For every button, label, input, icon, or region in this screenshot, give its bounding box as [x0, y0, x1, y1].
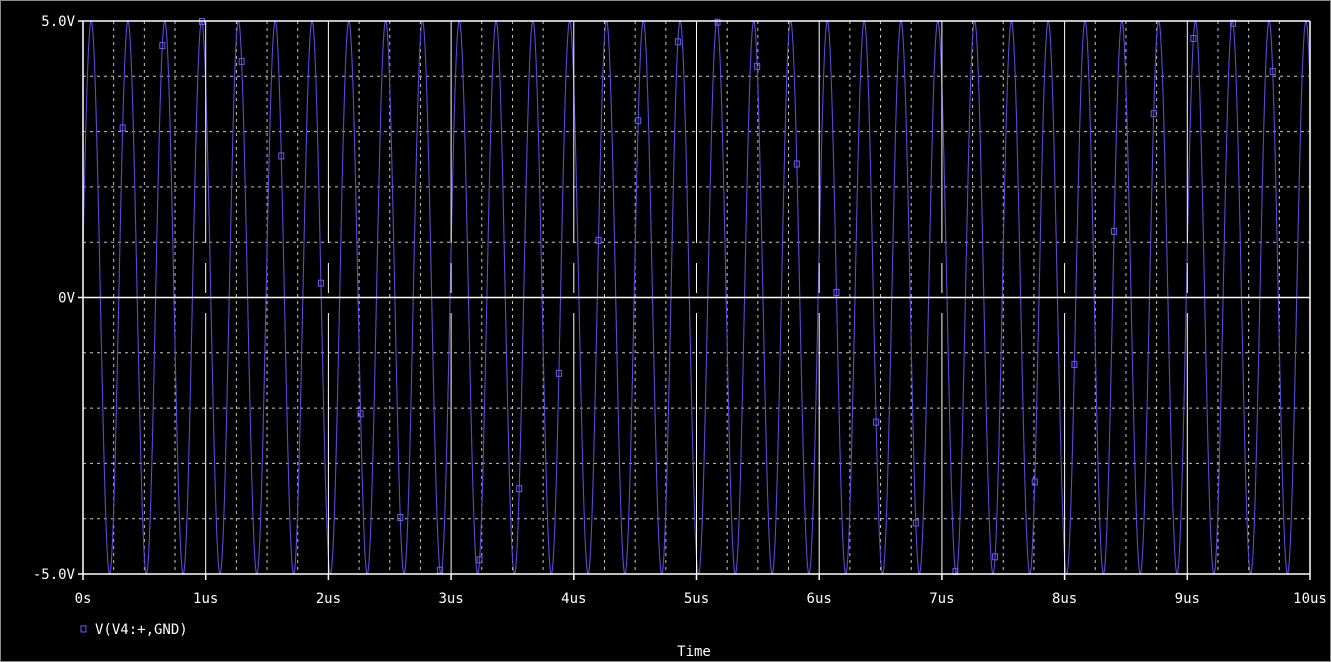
legend-marker-square	[80, 625, 87, 633]
x-tick-label: 6us	[807, 591, 832, 607]
x-tick-label: 3us	[438, 591, 463, 607]
y-tick-label: -5.0V	[33, 567, 76, 583]
series-point-marker	[159, 42, 166, 50]
series-point-marker	[992, 553, 999, 561]
series-point-marker	[278, 152, 285, 160]
x-tick-label: 10us	[1293, 591, 1327, 607]
series-point-marker	[516, 485, 523, 493]
x-tick-label: 5us	[684, 591, 709, 607]
series-point-marker	[555, 369, 562, 377]
series-point-marker	[754, 62, 761, 70]
series-point-marker	[1269, 68, 1276, 76]
series-point-marker	[119, 124, 126, 132]
series-point-marker	[1071, 360, 1078, 368]
x-axis-title: Time	[677, 644, 711, 660]
y-tick-label: 5.0V	[41, 14, 75, 30]
series-point-marker	[912, 519, 919, 527]
legend-label: V(V4:+,GND)	[95, 622, 188, 638]
series-point-marker	[1150, 110, 1157, 118]
series-point-marker	[635, 117, 642, 125]
x-tick-label: 2us	[316, 591, 341, 607]
series-point-marker	[1190, 34, 1197, 42]
x-tick-label: 7us	[929, 591, 954, 607]
x-tick-label: 9us	[1175, 591, 1200, 607]
series-point-marker	[357, 410, 364, 418]
series-point-marker	[317, 279, 324, 287]
legend: V(V4:+,GND)	[80, 622, 188, 638]
series-point-marker	[397, 514, 404, 522]
series-point-marker	[1031, 478, 1038, 486]
x-tick-label: 8us	[1052, 591, 1077, 607]
series-point-marker	[674, 38, 681, 46]
plot-axes	[78, 20, 1311, 580]
y-tick-label: 0V	[58, 291, 75, 307]
x-tick-label: 1us	[193, 591, 218, 607]
series-point-marker	[1111, 227, 1118, 235]
series-point-marker	[714, 18, 721, 26]
series-point-marker	[595, 236, 602, 244]
series-point-marker	[833, 288, 840, 296]
series-point-marker	[873, 418, 880, 426]
grid-lines	[83, 21, 1310, 574]
series-point-marker	[238, 57, 245, 65]
x-tick-label: 4us	[561, 591, 586, 607]
tick-labels: 0s 1us 2us 3us 4us 5us 6us 7us 8us 9us 10us 5.0V 0V -…	[33, 14, 1327, 607]
series-point-marker	[793, 160, 800, 168]
x-tick-label: 0s	[75, 591, 92, 607]
series-point-marker	[476, 556, 483, 564]
